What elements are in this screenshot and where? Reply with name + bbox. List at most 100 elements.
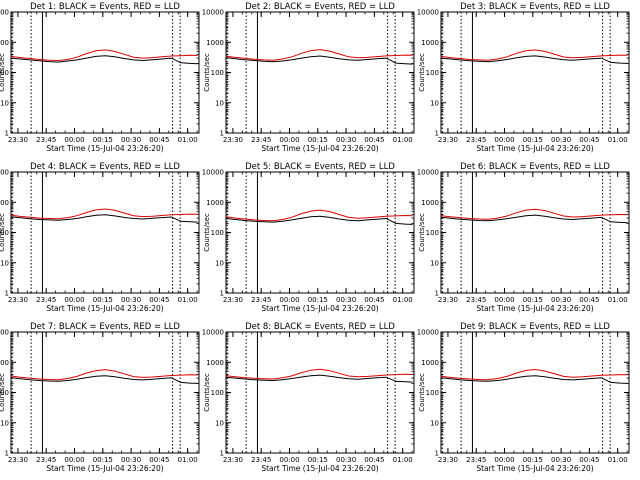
plot-frame [440, 171, 630, 294]
series-line-lld [440, 208, 628, 220]
x-tick-label: 23:45 [36, 136, 56, 144]
y-tick-label: 1 [5, 130, 9, 138]
x-tick-label: 00:00 [494, 296, 514, 304]
x-tick-label: 23:45 [36, 456, 56, 464]
y-tick-label: 1000 [206, 199, 224, 207]
x-tick-label: 00:15 [93, 456, 113, 464]
x-tick-label: 23:30 [438, 296, 458, 304]
x-tick-label: 00:15 [93, 136, 113, 144]
x-tick-label: 00:45 [149, 136, 169, 144]
x-tick-label: 00:00 [64, 136, 84, 144]
panel-det-7: Det 7: BLACK = Events, RED = LLD 1 10 100 10… [0, 322, 200, 473]
x-tick-label: 01:00 [393, 136, 413, 144]
y-axis-label: Counts/sec [418, 53, 426, 92]
y-tick-label: 100 [211, 69, 224, 77]
series-line-lld [225, 368, 413, 380]
y-tick-label: 1000 [0, 199, 9, 207]
y-axis-label: Counts/sec [0, 373, 6, 412]
series-line-lld [440, 49, 628, 61]
plot-frame [440, 11, 630, 134]
y-tick-label: 100 [426, 389, 439, 397]
y-tick-label: 10000 [0, 9, 9, 17]
x-tick-label: 01:00 [178, 136, 198, 144]
series-line-lld [225, 209, 413, 222]
panel-title: Det 7: BLACK = Events, RED = LLD [30, 322, 180, 332]
x-tick-label: 00:00 [64, 456, 84, 464]
y-tick-label: 10000 [417, 9, 439, 17]
panel-det-1: Det 1: BLACK = Events, RED = LLD 1 10 100 10… [0, 2, 200, 153]
x-tick-label: 00:45 [579, 296, 599, 304]
panel-det-6: Det 6: BLACK = Events, RED = LLD 1 10 100 10… [417, 162, 630, 313]
x-axis-label: Start Time (15-Jul-04 23:26:20) [46, 464, 163, 473]
series-line-events [225, 374, 413, 383]
x-tick-label: 00:15 [523, 136, 543, 144]
x-tick-label: 00:00 [494, 456, 514, 464]
y-tick-label: 10 [430, 419, 439, 427]
panel-title: Det 9: BLACK = Events, RED = LLD [460, 322, 610, 332]
series-line-events [10, 214, 198, 223]
series-line-events [10, 55, 198, 65]
x-tick-label: 01:00 [393, 296, 413, 304]
y-tick-label: 1000 [0, 359, 9, 367]
y-tick-label: 10 [430, 259, 439, 267]
y-tick-label: 10000 [202, 169, 224, 177]
x-tick-label: 00:15 [93, 296, 113, 304]
x-tick-label: 01:00 [608, 456, 628, 464]
panel-det-5: Det 5: BLACK = Events, RED = LLD 1 10 100 10… [202, 162, 415, 313]
x-tick-label: 01:00 [393, 456, 413, 464]
panel-det-4: Det 4: BLACK = Events, RED = LLD 1 10 100 10… [0, 162, 200, 313]
x-tick-label: 01:00 [178, 456, 198, 464]
x-tick-label: 00:15 [308, 296, 328, 304]
series-line-events [225, 55, 413, 65]
x-axis-label: Start Time (15-Jul-04 23:26:20) [261, 464, 378, 473]
x-tick-label: 00:15 [308, 456, 328, 464]
panel-title: Det 6: BLACK = Events, RED = LLD [460, 162, 610, 172]
y-tick-label: 1 [5, 450, 9, 458]
x-axis-label: Start Time (15-Jul-04 23:26:20) [476, 464, 593, 473]
plot-frame [440, 331, 630, 454]
x-tick-label: 00:30 [336, 456, 356, 464]
x-tick-label: 00:00 [64, 296, 84, 304]
x-tick-label: 00:45 [579, 456, 599, 464]
y-tick-label: 1 [5, 290, 9, 298]
x-tick-label: 00:45 [149, 296, 169, 304]
y-tick-label: 1000 [421, 199, 439, 207]
y-tick-label: 10000 [417, 329, 439, 337]
y-tick-label: 1000 [421, 359, 439, 367]
y-tick-label: 10 [215, 259, 224, 267]
plot-frame [10, 11, 200, 134]
x-axis-label: Start Time (15-Jul-04 23:26:20) [476, 304, 593, 313]
x-axis-label: Start Time (15-Jul-04 23:26:20) [46, 144, 163, 153]
x-tick-label: 23:30 [223, 456, 243, 464]
y-tick-label: 10 [0, 259, 9, 267]
x-tick-label: 23:30 [438, 456, 458, 464]
plot-frame [10, 171, 200, 294]
panel-title: Det 2: BLACK = Events, RED = LLD [245, 2, 395, 12]
y-tick-label: 1 [220, 130, 224, 138]
y-tick-label: 100 [426, 69, 439, 77]
x-tick-label: 23:45 [466, 296, 486, 304]
plot-frame [225, 331, 415, 454]
y-axis-label: Counts/sec [203, 53, 211, 92]
x-axis-label: Start Time (15-Jul-04 23:26:20) [261, 144, 378, 153]
x-tick-label: 23:45 [36, 296, 56, 304]
x-tick-label: 00:30 [121, 296, 141, 304]
x-tick-label: 23:45 [466, 136, 486, 144]
y-axis-label: Counts/sec [203, 373, 211, 412]
series-line-lld [10, 49, 198, 62]
x-axis-label: Start Time (15-Jul-04 23:26:20) [46, 304, 163, 313]
plot-frame [10, 331, 200, 454]
x-tick-label: 00:45 [364, 296, 384, 304]
x-tick-label: 23:45 [251, 296, 271, 304]
x-tick-label: 00:15 [523, 456, 543, 464]
y-tick-label: 100 [0, 389, 9, 397]
series-line-events [440, 214, 628, 224]
y-axis-label: Counts/sec [203, 213, 211, 252]
y-axis-label: Counts/sec [0, 53, 6, 92]
y-tick-label: 10000 [417, 169, 439, 177]
x-axis-label: Start Time (15-Jul-04 23:26:20) [261, 304, 378, 313]
x-tick-label: 00:45 [364, 136, 384, 144]
panel-title: Det 1: BLACK = Events, RED = LLD [30, 2, 180, 12]
